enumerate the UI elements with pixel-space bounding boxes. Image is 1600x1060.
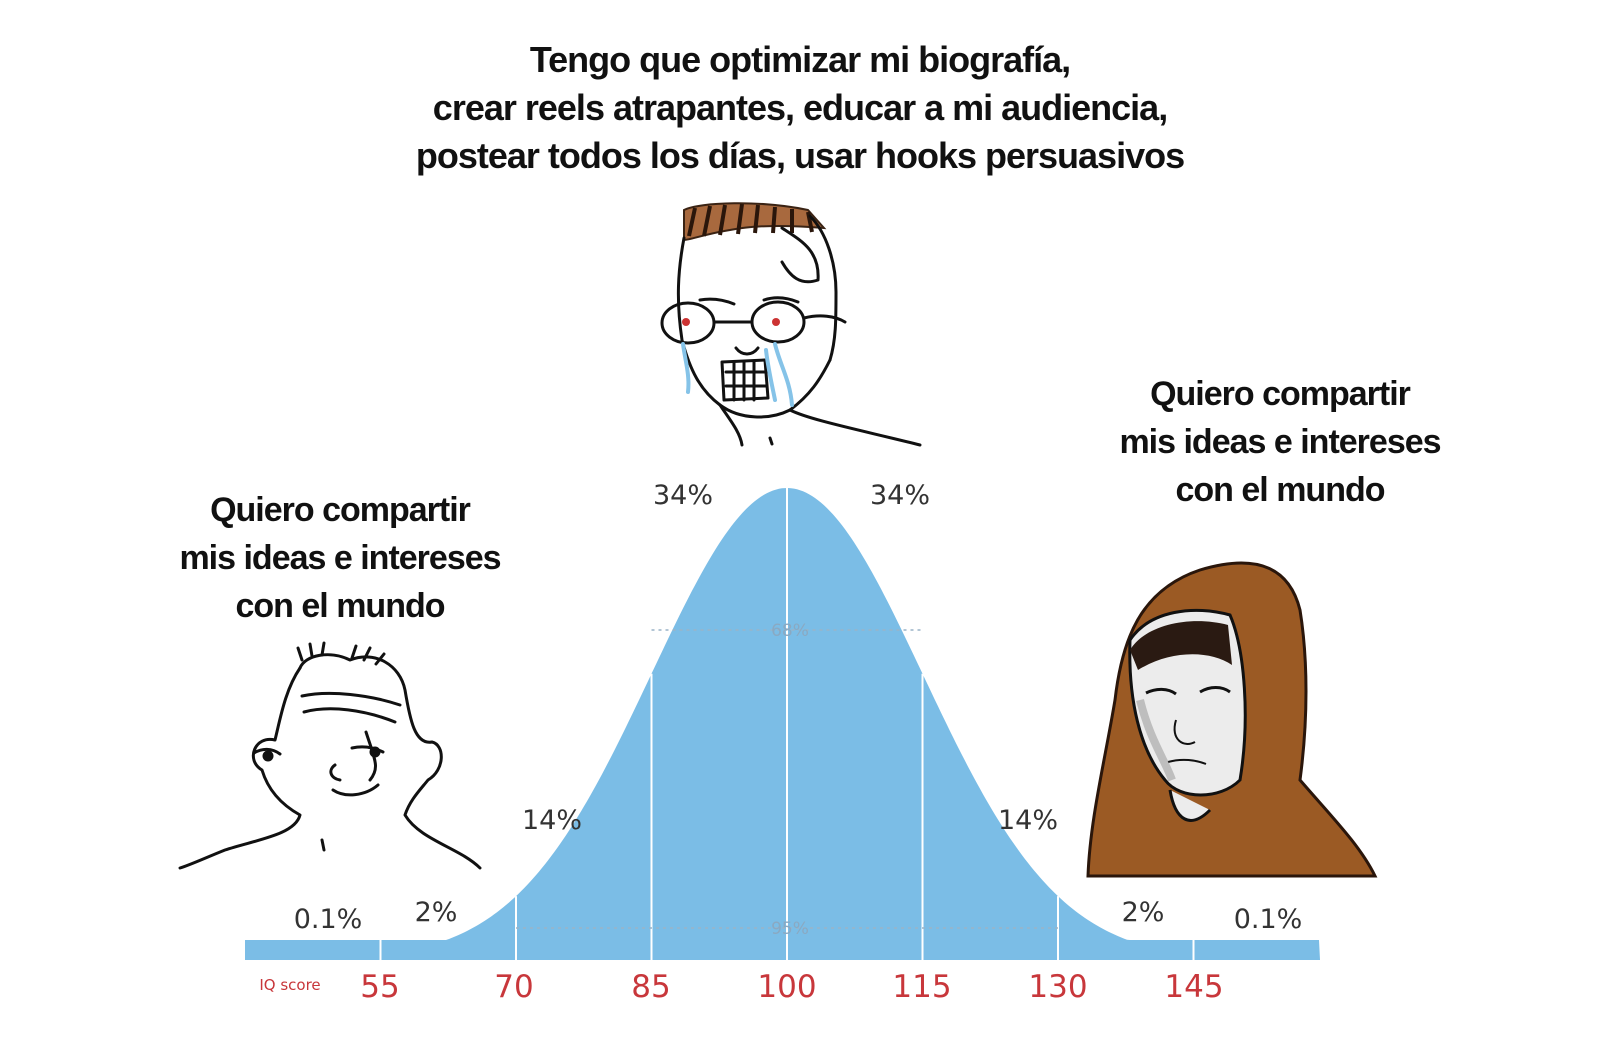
inner-dashed-lines	[516, 629, 1058, 929]
caption-top-line-3: postear todos los días, usar hooks persu…	[415, 135, 1185, 176]
hooded-monk-icon	[1086, 561, 1378, 878]
caption-top-line-2: crear reels atrapantes, educar a mi audi…	[432, 87, 1168, 128]
segment-label-left-2: 2%	[415, 897, 458, 928]
inner-label-95: 95%	[771, 919, 809, 939]
segment-label-far-right: 0.1%	[1234, 904, 1303, 935]
caption-left-line-1: Quiero compartir	[210, 491, 471, 529]
wojak-simple-face-icon	[178, 641, 482, 870]
segment-label-right-14: 14%	[998, 805, 1058, 836]
segment-label-right-2: 2%	[1122, 897, 1165, 928]
caption-right-line-3: con el mundo	[1175, 471, 1386, 509]
x-tick-115: 115	[892, 969, 951, 1005]
x-tick-145: 145	[1164, 969, 1223, 1005]
curve-dividers	[379, 488, 1195, 960]
x-tick-130: 130	[1028, 969, 1087, 1005]
x-tick-70: 70	[494, 969, 533, 1005]
caption-right-line-1: Quiero compartir	[1150, 375, 1411, 413]
caption-right: Quiero compartir mis ideas e intereses c…	[1040, 370, 1520, 514]
bell-curve-area	[245, 488, 1320, 960]
x-tick-100: 100	[757, 969, 816, 1005]
x-tick-85: 85	[631, 969, 670, 1005]
caption-top: Tengo que optimizar mi biografía, crear …	[300, 36, 1300, 180]
axis-label-iq-score: IQ score	[259, 976, 320, 994]
segment-label-left-34: 34%	[653, 480, 713, 511]
inner-label-68: 68%	[771, 621, 809, 641]
caption-right-line-2: mis ideas e intereses	[1119, 423, 1441, 461]
caption-left-line-2: mis ideas e intereses	[179, 539, 501, 577]
caption-top-line-1: Tengo que optimizar mi biografía,	[529, 39, 1071, 80]
segment-label-far-left: 0.1%	[294, 904, 363, 935]
crying-nerd-glasses-icon	[660, 202, 922, 447]
segment-label-left-14: 14%	[522, 805, 582, 836]
caption-left: Quiero compartir mis ideas e intereses c…	[120, 486, 560, 630]
segment-label-right-34: 34%	[870, 480, 930, 511]
caption-left-line-3: con el mundo	[235, 587, 446, 625]
x-tick-55: 55	[360, 969, 399, 1005]
